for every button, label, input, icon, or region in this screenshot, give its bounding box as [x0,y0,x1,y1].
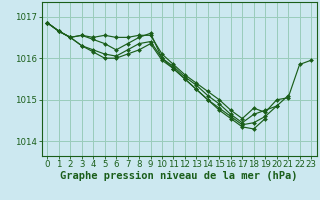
X-axis label: Graphe pression niveau de la mer (hPa): Graphe pression niveau de la mer (hPa) [60,171,298,181]
